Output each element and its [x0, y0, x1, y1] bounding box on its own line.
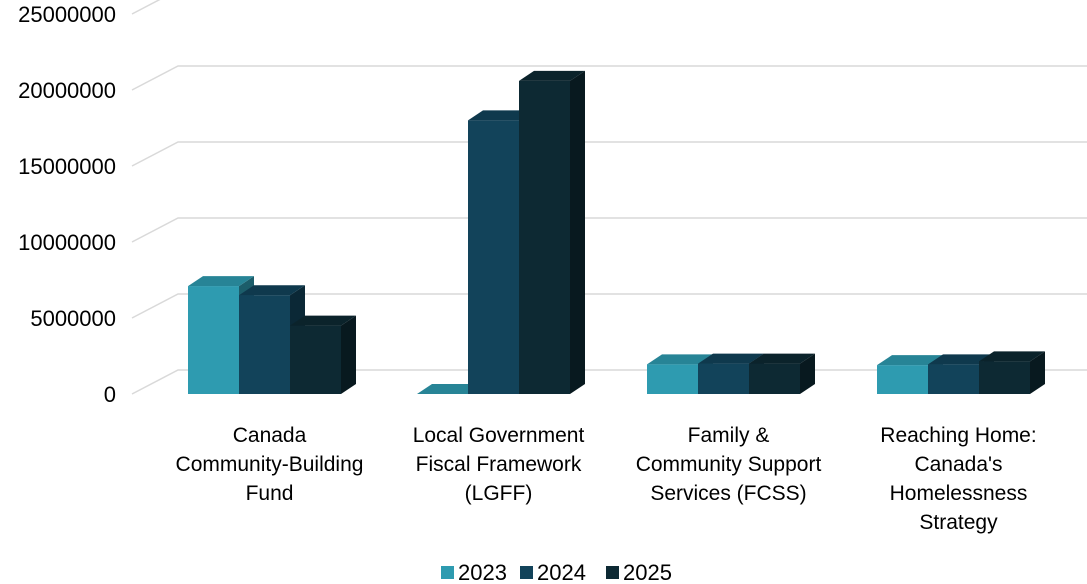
- bar-top: [519, 70, 585, 81]
- category-label: Family & Community Support Services (FCSS): [636, 424, 822, 505]
- bar-top: [877, 355, 943, 366]
- y-tick-label: 25000000: [18, 2, 116, 27]
- legend-swatch: [520, 566, 533, 579]
- legend-label: 2024: [537, 560, 586, 584]
- bar-top: [979, 351, 1045, 362]
- bar-2025: [749, 353, 815, 394]
- gridline: [131, 0, 161, 15]
- y-tick-label: 20000000: [18, 78, 116, 103]
- bar-top: [468, 110, 534, 121]
- bar-front: [979, 361, 1030, 394]
- bar-front: [928, 364, 979, 394]
- legend-item-2025: 2025: [606, 560, 672, 584]
- bar-top: [417, 384, 483, 394]
- bar-front: [698, 363, 749, 394]
- bar-2025: [979, 351, 1045, 394]
- bar-top: [647, 354, 713, 365]
- category-labels: Canada Community-Building Fund Local Govern…: [176, 424, 1037, 534]
- bar-2023: [417, 384, 483, 394]
- y-tick-label: 15000000: [18, 154, 116, 179]
- category-label: Canada Community-Building Fund: [176, 424, 364, 505]
- bar-side: [1030, 351, 1045, 394]
- gridline: [131, 293, 1087, 319]
- bar-2025: [290, 315, 356, 394]
- bar-front: [290, 325, 341, 394]
- gridline: [131, 65, 1087, 91]
- bar-front: [519, 80, 570, 394]
- y-axis-tick-labels: 0 5000000 10000000 15000000 20000000 25000000: [18, 2, 116, 407]
- gridline: [131, 141, 1087, 167]
- bar-front: [239, 295, 290, 394]
- bar-2025: [519, 70, 585, 394]
- bar-side: [800, 353, 815, 394]
- bar-front: [647, 364, 698, 394]
- bar-top: [188, 276, 254, 287]
- legend-item-2024: 2024: [520, 560, 586, 584]
- legend: 2023 2024 2025: [441, 560, 672, 584]
- bar-front: [749, 363, 800, 394]
- y-tick-label: 10000000: [18, 230, 116, 255]
- bars: [188, 70, 1045, 395]
- bar-top: [290, 315, 356, 326]
- legend-swatch: [606, 566, 619, 579]
- bar-front: [188, 286, 239, 394]
- bar-top: [698, 353, 764, 364]
- legend-item-2023: 2023: [441, 560, 507, 584]
- bar-front: [877, 365, 928, 394]
- legend-label: 2025: [623, 560, 672, 584]
- bar-top: [239, 285, 305, 296]
- legend-swatch: [441, 566, 454, 579]
- category-label: Reaching Home: Canada's Homelessness Strate…: [880, 424, 1036, 534]
- bar-side: [341, 315, 356, 394]
- y-tick-label: 5000000: [30, 306, 116, 331]
- y-tick-label: 0: [104, 382, 116, 407]
- gridline: [131, 217, 1087, 243]
- bar-top: [749, 353, 815, 364]
- bar-top: [928, 354, 994, 365]
- category-label: Local Government Fiscal Framework (LGFF): [413, 424, 585, 505]
- bar-side: [570, 70, 585, 394]
- legend-label: 2023: [458, 560, 507, 584]
- bar-front: [468, 120, 519, 395]
